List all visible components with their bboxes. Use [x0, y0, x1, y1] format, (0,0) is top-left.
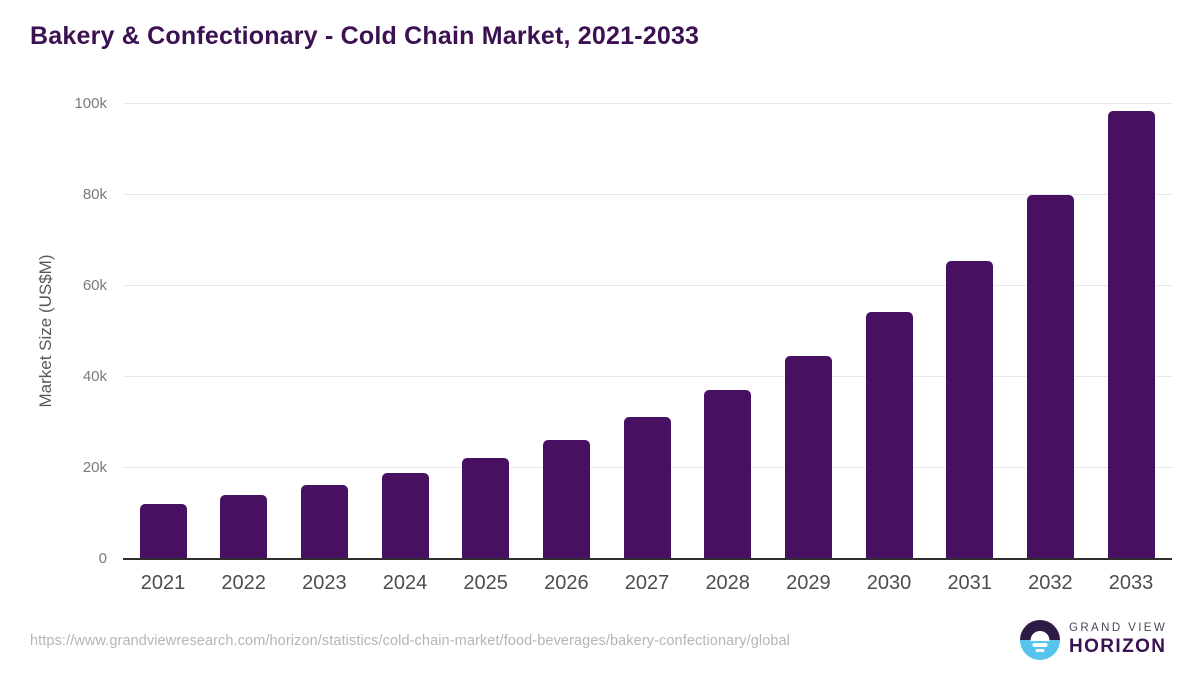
x-tick-label-2024: 2024 — [382, 572, 428, 594]
y-tick-label-40k: 40k — [82, 368, 107, 385]
source-url: https://www.grandviewresearch.com/horizo… — [30, 633, 791, 649]
gridline-40k — [123, 376, 1172, 377]
gridline-100k — [123, 103, 1172, 104]
y-axis-title: Market Size (US$M) — [36, 254, 55, 408]
x-axis-line — [123, 558, 1172, 560]
bar-2031 — [946, 260, 994, 559]
x-tick-label-2021: 2021 — [140, 572, 186, 594]
x-tick-label-2029: 2029 — [786, 572, 831, 594]
bar-2021 — [139, 503, 187, 559]
bar-2029 — [784, 355, 832, 559]
bar-2025 — [462, 457, 510, 559]
chart-title: Bakery & Confectionary - Cold Chain Mark… — [30, 22, 700, 50]
x-tick-label-2026: 2026 — [544, 572, 589, 594]
logo-product-name: HORIZON — [1069, 636, 1167, 657]
bar-2030 — [865, 311, 913, 559]
sun-ray-icon — [1035, 649, 1045, 652]
sun-icon — [1030, 631, 1050, 641]
bar-2028 — [704, 390, 752, 559]
gridline-80k — [123, 194, 1172, 195]
gridline-60k — [123, 285, 1172, 286]
y-tick-label-100k: 100k — [74, 95, 107, 112]
logo-brand-name: GRAND VIEW — [1069, 622, 1168, 634]
x-tick-label-2032: 2032 — [1028, 572, 1073, 594]
bar-2026 — [542, 439, 590, 559]
plot-area: 0 20k 40k 60k 80k 100k 2021 2022 2023 2024 2025 202… — [74, 96, 1172, 594]
bar-2023 — [300, 485, 348, 559]
x-tick-label-2025: 2025 — [463, 572, 508, 594]
y-tick-label-0: 0 — [98, 550, 107, 567]
logo-text: GRAND VIEW HORIZON — [1069, 622, 1167, 658]
y-tick-label-20k: 20k — [82, 459, 107, 476]
x-tick-label-2027: 2027 — [624, 572, 670, 594]
x-tick-label-2022: 2022 — [221, 572, 266, 594]
x-tick-label-2023: 2023 — [302, 572, 347, 594]
y-tick-label-80k: 80k — [82, 186, 107, 203]
brand-logo: GRAND VIEW HORIZON — [1020, 620, 1167, 660]
bar-2022 — [220, 494, 268, 559]
bar-2033 — [1107, 111, 1155, 559]
bar-2027 — [623, 417, 671, 559]
x-tick-label-2031: 2031 — [947, 572, 992, 594]
sun-ray-icon — [1032, 643, 1048, 647]
bar-2032 — [1026, 194, 1074, 559]
horizon-logo-icon — [1020, 620, 1060, 660]
x-tick-label-2030: 2030 — [866, 572, 912, 594]
x-tick-label-2033: 2033 — [1108, 572, 1154, 594]
x-tick-label-2028: 2028 — [705, 572, 750, 594]
bar-2024 — [381, 472, 429, 559]
y-tick-label-60k: 60k — [82, 277, 107, 294]
